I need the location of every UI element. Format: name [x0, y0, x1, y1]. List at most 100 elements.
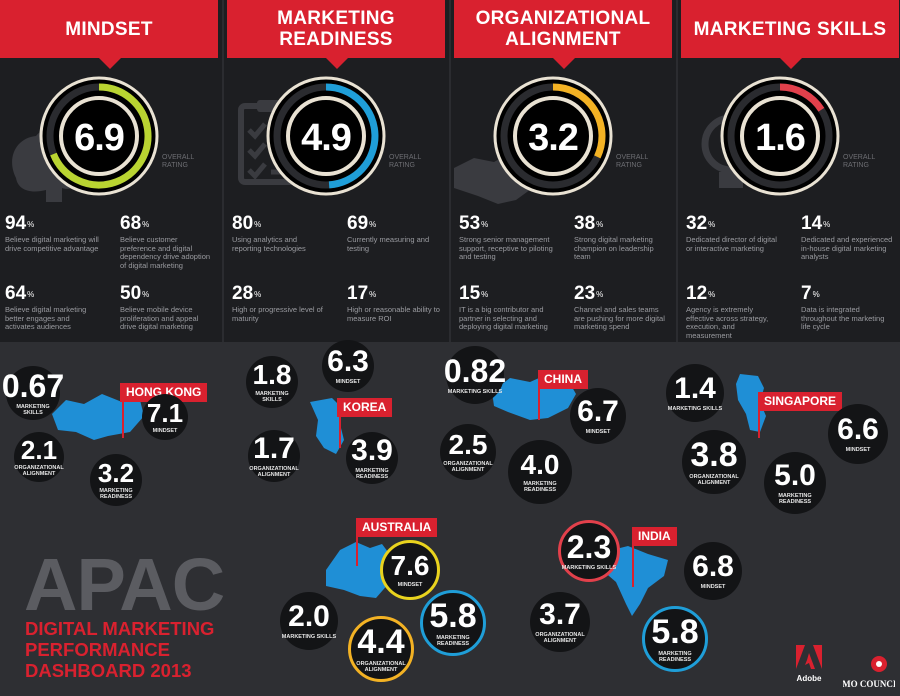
flag-pole [356, 518, 358, 566]
stat-percent: 64% [5, 284, 100, 303]
category-name: ORGANIZATIONAL ALIGNMENT [475, 8, 651, 50]
metric-bubble: 1.4 MARKETING SKILLS [666, 364, 724, 422]
stat-percent-unit: % [254, 220, 262, 229]
country-name-flag: SINGAPORE [758, 392, 843, 411]
metric-value: 3.8 [690, 436, 738, 474]
metric-label: MARKETING SKILLS [16, 404, 50, 416]
overall-rating-label: OVERALL RATING [389, 154, 422, 169]
stat-percent-unit: % [596, 220, 604, 229]
stat-percent: 53% [459, 214, 554, 233]
metric-value: 2.1 [20, 435, 58, 465]
rating-gauge: 4.9 [266, 76, 386, 196]
stat-percent-value: 38 [574, 213, 596, 234]
metric-label: MARKETING SKILLS [255, 391, 289, 403]
metric-bubble: 5.0 MARKETING READINESS [764, 452, 826, 514]
stat-block: 15% IT is a big contributor and partner i… [459, 284, 554, 332]
rating-gauge: 3.2 [493, 76, 613, 196]
category-banner: MINDSET [0, 0, 218, 58]
stat-percent: 15% [459, 284, 554, 303]
metric-value: 1.7 [253, 432, 295, 465]
metric-label: MARKETING READINESS [658, 651, 692, 663]
stat-block: 53% Strong senior management support, rec… [459, 214, 554, 262]
metric-bubble: 4.4 ORGANIZATIONAL ALIGNMENT [348, 616, 414, 682]
stat-percent-value: 23 [574, 283, 596, 304]
stat-percent: 38% [574, 214, 669, 233]
gauge-fill-arc [50, 83, 152, 189]
metric-value: 2.0 [288, 600, 330, 633]
stat-percent: 7% [801, 284, 896, 303]
stat-description: High or progressive level of maturity [232, 305, 323, 323]
overall-rating-label: OVERALL RATING [162, 154, 195, 169]
metric-value: 4.0 [520, 449, 560, 480]
metric-value: 0.67 [1, 368, 65, 404]
metric-value: 1.8 [252, 359, 292, 390]
stat-percent: 28% [232, 284, 327, 303]
gauge-fill-arc [552, 83, 606, 159]
country-name-flag: INDIA [632, 527, 677, 546]
metric-label: MINDSET [152, 428, 178, 434]
stat-description: Dedicated and experienced in-house digit… [801, 235, 893, 262]
metric-label: ORGANIZATIONAL ALIGNMENT [443, 461, 493, 473]
metric-value: 3.2 [97, 458, 135, 488]
stat-percent: 68% [120, 214, 215, 233]
column-divider [449, 0, 451, 342]
metric-label: MINDSET [700, 584, 726, 590]
rating-gauge: 6.9 [39, 76, 159, 196]
stat-percent: 17% [347, 284, 442, 303]
metric-value: 5.8 [429, 597, 477, 635]
adobe-logo-mark: Adobe [796, 645, 822, 683]
metric-bubble: 7.6 MINDSET [380, 540, 440, 600]
stat-percent-unit: % [708, 290, 716, 299]
stat-percent-value: 17 [347, 283, 369, 304]
stat-percent-unit: % [708, 220, 716, 229]
metric-bubble: 2.5 ORGANIZATIONAL ALIGNMENT [440, 424, 496, 480]
stat-percent: 69% [347, 214, 442, 233]
metric-bubble: 5.8 MARKETING READINESS [642, 606, 708, 672]
metric-bubble: 2.1 ORGANIZATIONAL ALIGNMENT [14, 432, 64, 482]
stat-percent-value: 32 [686, 213, 708, 234]
cmo-council-logo-mark: CMO COUNCIL [836, 656, 900, 689]
flag-pole [122, 383, 124, 438]
stat-block: 38% Strong digital marketing champion on … [574, 214, 669, 262]
stat-description: Believe customer preference and digital … [120, 235, 211, 270]
stat-block: 14% Dedicated and experienced in-house di… [801, 214, 896, 262]
gauge-fill-arc [779, 83, 825, 112]
stat-description: Believe mobile device proliferation and … [120, 305, 199, 332]
metric-label: MARKETING READINESS [778, 493, 812, 505]
metric-bubble: 0.67 MARKETING SKILLS [2, 366, 64, 420]
stat-percent-unit: % [812, 290, 820, 299]
rating-value: 6.9 [74, 117, 124, 159]
stat-block: 32% Dedicated director of digital or inte… [686, 214, 781, 253]
metric-bubble: 2.3 MARKETING SKILLS [558, 520, 620, 582]
metric-bubble: 3.9 MARKETING READINESS [346, 432, 398, 484]
gauge-fill-arc [325, 83, 379, 189]
gauge-inner-ring [286, 96, 366, 176]
adobe-logo-text: Adobe [797, 674, 822, 683]
stat-percent-value: 14 [801, 213, 823, 234]
category-banner: MARKETING READINESS [227, 0, 445, 58]
stat-description: Currently measuring and testing [347, 235, 430, 253]
stat-percent: 32% [686, 214, 781, 233]
flag-pole [538, 370, 540, 420]
category-banner: ORGANIZATIONAL ALIGNMENT [454, 0, 672, 58]
stat-percent-value: 7 [801, 283, 812, 304]
metric-bubble: 3.2 MARKETING READINESS [90, 454, 142, 506]
metric-bubble: 2.0 MARKETING SKILLS [280, 592, 338, 650]
stat-block: 28% High or progressive level of maturity [232, 284, 327, 323]
stat-description: Strong digital marketing champion on lea… [574, 235, 654, 262]
stat-percent: 14% [801, 214, 896, 233]
stat-description: Channel and sales teams are pushing for … [574, 305, 665, 332]
stat-percent-unit: % [481, 290, 489, 299]
overall-rating-label: OVERALL RATING [843, 154, 876, 169]
metric-value: 1.4 [674, 372, 716, 405]
stat-percent-unit: % [369, 290, 377, 299]
stat-percent-value: 94 [5, 213, 27, 234]
cmo-council-logo: CMO COUNCIL [836, 655, 900, 696]
stat-percent-unit: % [481, 220, 489, 229]
metric-bubble: 3.8 ORGANIZATIONAL ALIGNMENT [682, 430, 746, 494]
flag-pole [339, 398, 341, 448]
stat-percent-unit: % [27, 290, 35, 299]
category-name: MINDSET [65, 18, 153, 40]
banner-pointer [99, 58, 121, 69]
metric-value: 0.82 [443, 353, 507, 389]
